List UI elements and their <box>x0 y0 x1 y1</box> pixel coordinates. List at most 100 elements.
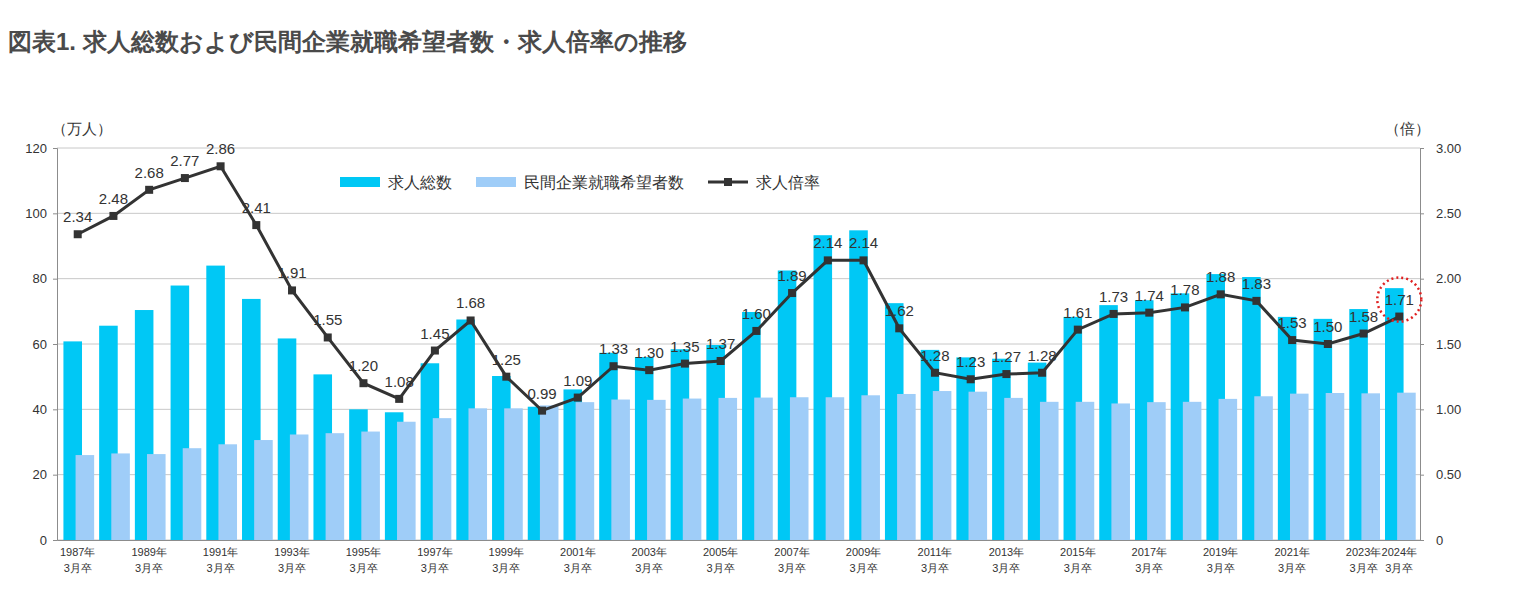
line <box>78 166 1400 410</box>
legend-swatch <box>476 177 516 187</box>
data-label: 1.28 <box>1028 347 1057 364</box>
data-label: 1.62 <box>885 302 914 319</box>
tick: 1999年3月卒 <box>489 540 524 574</box>
tick-mark <box>53 409 57 410</box>
tick-label-line: 3月卒 <box>278 562 306 574</box>
data-label: 1.58 <box>1349 308 1378 325</box>
bar <box>611 400 630 540</box>
tick-label: 1999年3月卒 <box>489 546 524 574</box>
marker <box>109 212 117 220</box>
bar <box>1111 403 1130 540</box>
data-label: 1.91 <box>277 264 306 281</box>
marker <box>431 347 439 355</box>
tick-label-line: 2021年 <box>1274 546 1309 558</box>
tick-label-line: 2013年 <box>989 546 1024 558</box>
tick-label-line: 3月卒 <box>1064 562 1092 574</box>
tick-label-line: 2001年 <box>560 546 595 558</box>
tick-label: 0.50 <box>1436 467 1461 482</box>
tick-label: 80 <box>33 271 47 286</box>
tick-mark <box>1420 540 1424 541</box>
tick: 1987年3月卒 <box>60 540 95 574</box>
data-label: 1.08 <box>385 373 414 390</box>
bar <box>861 395 880 540</box>
legend-swatch <box>724 178 732 186</box>
tick-label-line: 1987年 <box>60 546 95 558</box>
marker <box>1324 340 1332 348</box>
marker <box>574 394 582 402</box>
y2-axis: 00.501.001.502.002.503.00 <box>1420 141 1461 548</box>
bar <box>1361 393 1380 540</box>
marker <box>609 362 617 370</box>
tick: 1989年3月卒 <box>131 540 166 574</box>
bar <box>1004 398 1023 540</box>
bar <box>933 391 952 540</box>
tick-mark <box>53 344 57 345</box>
data-label: 2.34 <box>63 208 92 225</box>
tick-label: 2.50 <box>1436 206 1461 221</box>
tick-label: 2009年3月卒 <box>846 546 881 574</box>
tick: 20 <box>33 467 57 482</box>
tick: 0 <box>40 533 57 548</box>
marker <box>1217 290 1225 298</box>
tick-label: 2003年3月卒 <box>631 546 666 574</box>
data-label: 2.14 <box>813 234 842 251</box>
tick: 0 <box>1420 533 1443 548</box>
tick: 2.50 <box>1420 206 1461 221</box>
bar <box>326 433 345 540</box>
tick-label: 3.00 <box>1436 141 1461 156</box>
tick-label: 2007年3月卒 <box>774 546 809 574</box>
tick-label-line: 3月卒 <box>921 562 949 574</box>
bar <box>1183 402 1202 540</box>
tick: 2.00 <box>1420 271 1461 286</box>
tick: 2001年3月卒 <box>560 540 595 574</box>
data-label: 2.41 <box>242 199 271 216</box>
data-label: 1.60 <box>742 305 771 322</box>
marker <box>1288 336 1296 344</box>
marker <box>74 230 82 238</box>
data-label: 1.25 <box>492 351 521 368</box>
tick: 2007年3月卒 <box>774 540 809 574</box>
bar <box>540 405 559 540</box>
bar <box>361 432 380 540</box>
tick-label-line: 3月卒 <box>849 562 877 574</box>
tick-mark <box>1420 213 1424 214</box>
data-label: 1.53 <box>1278 314 1307 331</box>
tick: 1993年3月卒 <box>274 540 309 574</box>
marker <box>324 333 332 341</box>
tick-label: 1995年3月卒 <box>346 546 381 574</box>
bar <box>1219 399 1238 540</box>
marker <box>1110 310 1118 318</box>
data-label: 1.20 <box>349 357 378 374</box>
bar <box>433 418 452 540</box>
tick: 1995年3月卒 <box>346 540 381 574</box>
tick: 120 <box>25 141 57 156</box>
tick-label: 2011年3月卒 <box>918 546 953 574</box>
tick-label: 1993年3月卒 <box>274 546 309 574</box>
tick-label: 2024年3月卒 <box>1382 546 1417 574</box>
tick-label-line: 3月卒 <box>707 562 735 574</box>
tick-label-line: 3月卒 <box>1135 562 1163 574</box>
data-label: 1.88 <box>1206 268 1235 285</box>
marker <box>931 369 939 377</box>
data-label: 1.09 <box>563 372 592 389</box>
marker <box>1038 369 1046 377</box>
tick-label-line: 2003年 <box>631 546 666 558</box>
tick-label-line: 2015年 <box>1060 546 1095 558</box>
marker <box>717 357 725 365</box>
tick-label-line: 3月卒 <box>1350 562 1378 574</box>
bar <box>218 444 237 540</box>
bar <box>111 453 130 540</box>
data-label: 2.77 <box>170 152 199 169</box>
data-labels: 2.342.482.682.772.862.411.911.551.201.08… <box>63 140 1421 401</box>
bar <box>290 434 309 540</box>
bar <box>1147 402 1166 540</box>
tick-label: 1991年3月卒 <box>203 546 238 574</box>
tick: 2024年3月卒 <box>1382 540 1417 574</box>
tick: 1.50 <box>1420 337 1461 352</box>
tick-label-line: 3月卒 <box>1278 562 1306 574</box>
bar <box>1254 396 1273 540</box>
marker <box>217 162 225 170</box>
marker <box>967 375 975 383</box>
bar-series <box>63 230 1403 540</box>
axis-line <box>1421 149 1425 541</box>
